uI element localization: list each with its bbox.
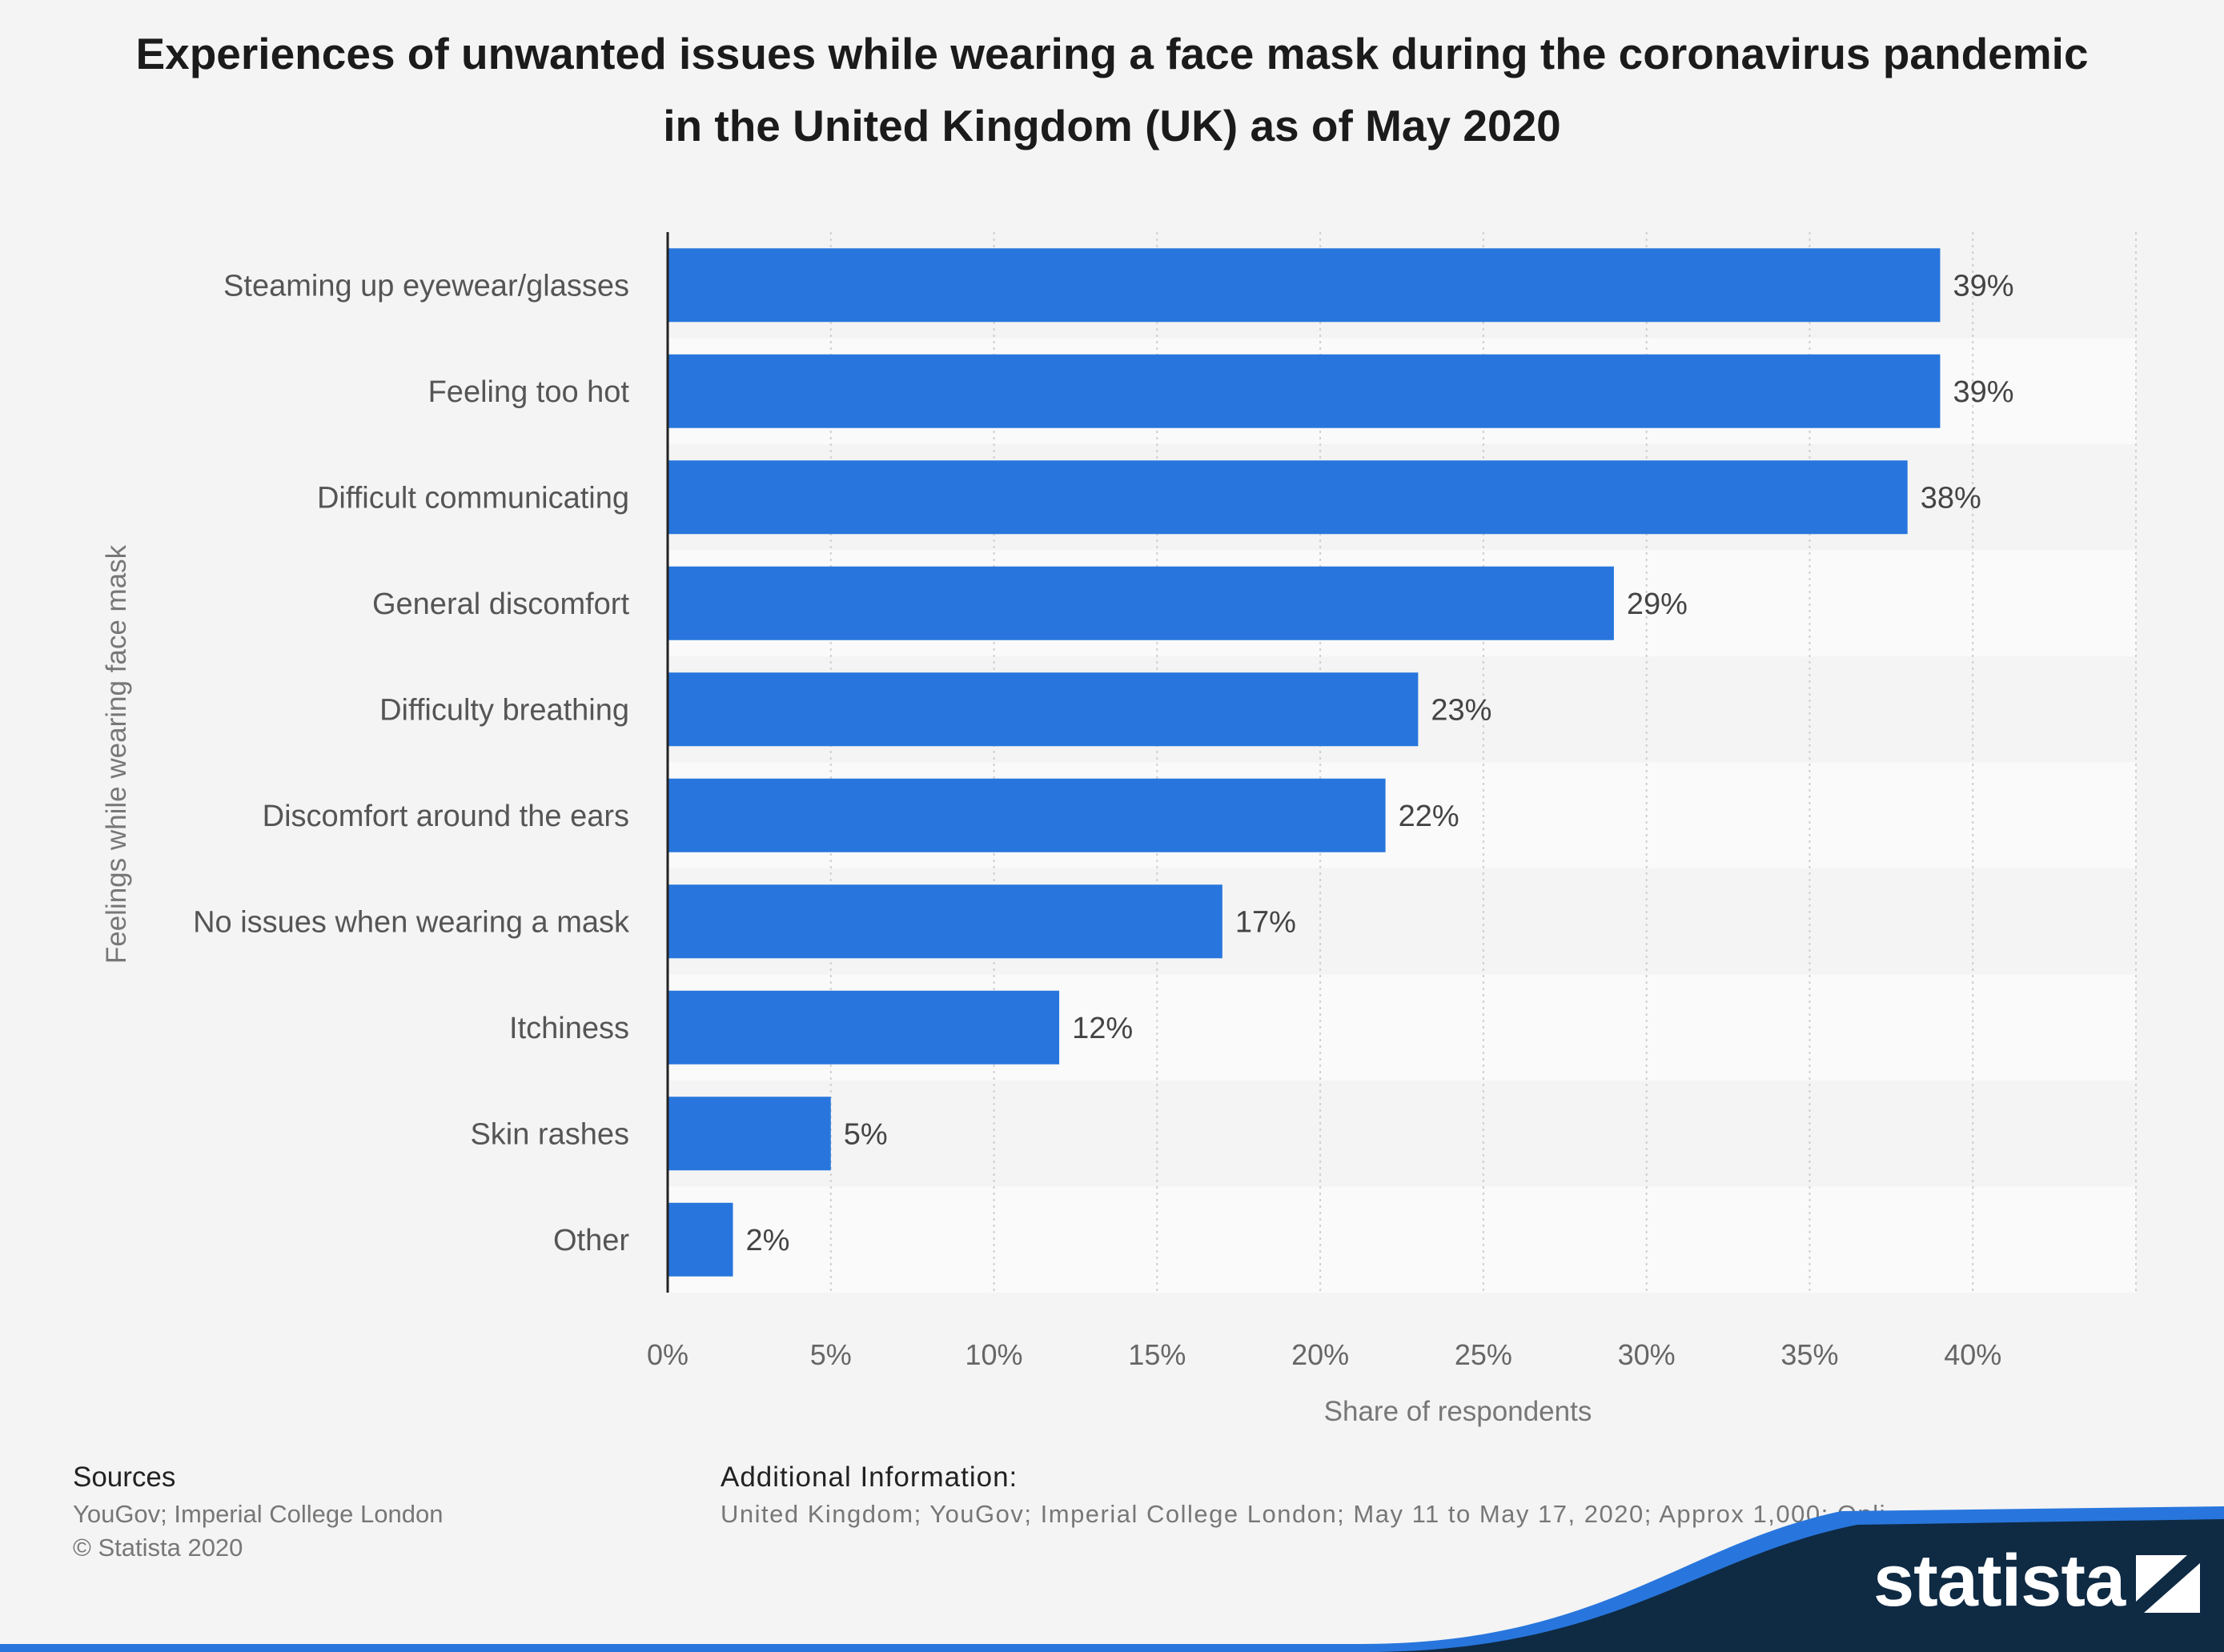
additional-info-heading: Additional Information:	[721, 1462, 1018, 1493]
bar[interactable]	[668, 1097, 831, 1171]
row-band	[668, 1186, 2136, 1293]
data-label: 22%	[1399, 800, 1459, 833]
tick-labels: 0% 5% 10% 15% 20% 25% 30% 35% 40%	[647, 1338, 2001, 1371]
bar[interactable]	[668, 354, 1941, 428]
category-label: Difficult communicating	[317, 481, 629, 515]
x-tick-label: 5%	[810, 1338, 852, 1371]
bar[interactable]	[668, 566, 1614, 640]
data-label: 39%	[1953, 375, 2013, 409]
statista-mark-icon	[2136, 1555, 2201, 1613]
category-label: Discomfort around the ears	[263, 800, 629, 833]
data-label: 12%	[1072, 1012, 1133, 1045]
category-label: Feeling too hot	[428, 375, 630, 409]
x-axis-title: Share of respondents	[1324, 1396, 1592, 1427]
x-tick-label: 30%	[1618, 1338, 1676, 1371]
x-tick-label: 40%	[1944, 1338, 2001, 1371]
category-label: Itchiness	[509, 1012, 629, 1045]
category-label: Skin rashes	[470, 1117, 629, 1151]
bar[interactable]	[668, 248, 1941, 323]
bar[interactable]	[668, 990, 1060, 1065]
sources-heading: Sources	[73, 1462, 176, 1493]
bar[interactable]	[668, 1202, 733, 1277]
data-label: 38%	[1921, 481, 1981, 515]
row-band	[668, 1081, 2136, 1187]
chart-title: Experiences of unwanted issues while wea…	[135, 29, 2089, 150]
x-tick-label: 25%	[1455, 1338, 1512, 1371]
category-labels: Steaming up eyewear/glasses Feeling too h…	[193, 269, 630, 1257]
category-label: No issues when wearing a mask	[193, 905, 630, 939]
bar[interactable]	[668, 778, 1386, 852]
statista-wordmark: statista	[1873, 1539, 2126, 1622]
category-label: General discomfort	[372, 587, 629, 621]
category-label: Difficulty breathing	[379, 693, 629, 727]
x-tick-label: 20%	[1291, 1338, 1349, 1371]
bar[interactable]	[668, 460, 1908, 535]
data-label: 23%	[1431, 693, 1491, 727]
data-label: 39%	[1953, 269, 2013, 303]
x-tick-label: 35%	[1780, 1338, 1838, 1371]
category-label: Other	[553, 1224, 629, 1257]
bars: 39% 39% 38% 29% 23% 22% 17% 12% 5% 2%	[668, 248, 2014, 1277]
additional-info-text: United Kingdom; YouGov; Imperial College…	[721, 1500, 1886, 1528]
data-label: 17%	[1235, 905, 1296, 939]
x-tick-label: 15%	[1128, 1338, 1186, 1371]
data-label: 5%	[844, 1117, 888, 1151]
bar-chart: 39% 39% 38% 29% 23% 22% 17% 12% 5% 2% Steaming up…	[101, 232, 2137, 1427]
y-axis-title: Feelings while wearing face mask	[101, 544, 132, 964]
sources-text[interactable]: YouGov; Imperial College London	[73, 1500, 444, 1528]
statista-logo[interactable]: statista	[1873, 1537, 2201, 1625]
copyright-text: © Statista 2020	[73, 1534, 243, 1562]
category-label: Steaming up eyewear/glasses	[223, 269, 629, 303]
data-label: 2%	[746, 1224, 790, 1257]
x-tick-label: 0%	[647, 1338, 688, 1371]
x-tick-label: 10%	[965, 1338, 1023, 1371]
data-label: 29%	[1627, 587, 1688, 621]
bar[interactable]	[668, 672, 1419, 747]
bar[interactable]	[668, 884, 1222, 959]
